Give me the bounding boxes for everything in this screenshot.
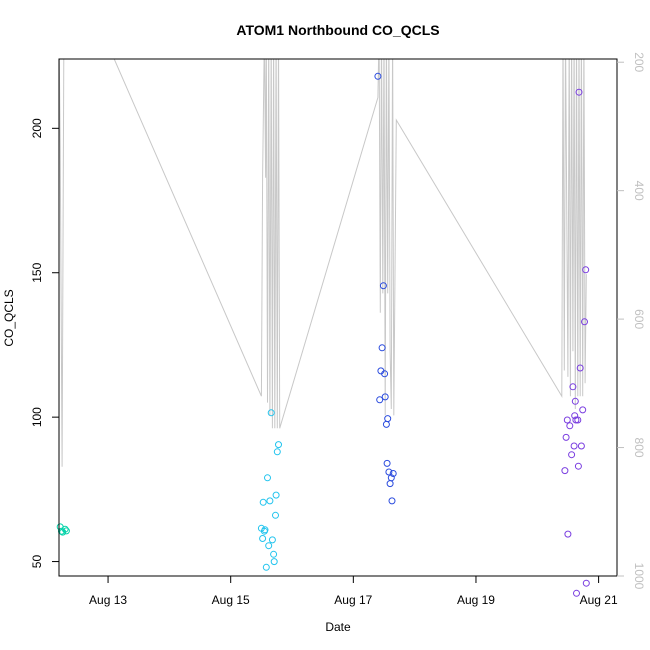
data-point <box>570 442 578 450</box>
x-axis-label: Date <box>325 620 351 634</box>
y-axis: 50 100 150 200 <box>30 118 59 568</box>
data-point <box>384 415 392 423</box>
data-point <box>574 416 582 424</box>
data-point <box>389 470 397 477</box>
data-point <box>572 416 580 424</box>
secondary-line-layer <box>59 59 587 467</box>
x-axis: Aug 13 Aug 15 Aug 17 Aug 19 Aug 21 <box>89 576 618 607</box>
data-point <box>61 525 69 533</box>
data-point <box>574 462 582 470</box>
data-point <box>265 542 273 550</box>
data-point <box>261 526 269 534</box>
data-point <box>378 344 386 352</box>
data-point <box>573 589 580 597</box>
y-tick-label: 200 <box>30 118 44 138</box>
data-point <box>270 558 278 566</box>
data-point <box>582 266 590 274</box>
data-point <box>259 535 267 542</box>
data-point <box>388 497 396 505</box>
data-point <box>562 433 570 441</box>
data-point <box>374 72 382 80</box>
data-point <box>272 491 280 499</box>
data-point <box>266 497 274 505</box>
secondary-series-line <box>59 59 587 467</box>
points-layer <box>56 72 590 597</box>
y2-tick-label: 600 <box>632 309 646 329</box>
data-point <box>273 448 281 456</box>
data-point <box>582 579 590 587</box>
x-tick-label: Aug 19 <box>457 593 495 607</box>
data-point <box>270 550 278 558</box>
data-point <box>272 511 279 519</box>
data-point <box>566 422 574 430</box>
data-point <box>387 474 395 482</box>
data-point <box>383 459 391 467</box>
data-point <box>379 282 387 290</box>
data-point <box>62 527 70 535</box>
data-point <box>575 88 583 96</box>
data-point <box>568 451 576 459</box>
secondary-y-axis: 200 400 600 800 1000 <box>617 52 646 590</box>
data-point <box>262 563 270 571</box>
data-point <box>386 480 394 488</box>
y2-tick-label: 1000 <box>632 563 646 590</box>
y2-tick-label: 400 <box>632 181 646 201</box>
plot-frame <box>58 58 618 577</box>
chart-title: ATOM1 Northbound CO_QCLS <box>236 22 439 38</box>
x-tick-label: Aug 15 <box>212 593 250 607</box>
x-tick-label: Aug 13 <box>89 593 127 607</box>
data-point <box>267 409 275 417</box>
data-point <box>382 420 390 428</box>
y-tick-label: 100 <box>30 407 44 427</box>
y-tick-label: 50 <box>30 555 44 569</box>
data-point <box>268 536 276 544</box>
x-tick-label: Aug 21 <box>580 593 618 607</box>
y-tick-label: 150 <box>30 262 44 282</box>
data-point <box>385 468 393 476</box>
data-point <box>275 441 282 449</box>
data-point <box>569 383 577 391</box>
data-point <box>571 397 579 405</box>
data-point <box>563 416 571 424</box>
y-axis-label: CO_QCLS <box>2 289 16 346</box>
data-point <box>576 364 584 372</box>
data-point <box>577 442 585 450</box>
data-point <box>381 370 389 378</box>
y2-tick-label: 800 <box>632 438 646 458</box>
data-point <box>381 393 389 401</box>
data-point <box>376 396 384 404</box>
data-point <box>264 474 271 482</box>
y2-tick-label: 200 <box>632 52 646 72</box>
x-tick-label: Aug 17 <box>334 593 372 607</box>
data-point <box>581 318 588 326</box>
data-point <box>579 406 587 414</box>
data-point <box>564 530 572 538</box>
data-point <box>259 498 267 506</box>
data-point <box>561 467 569 475</box>
